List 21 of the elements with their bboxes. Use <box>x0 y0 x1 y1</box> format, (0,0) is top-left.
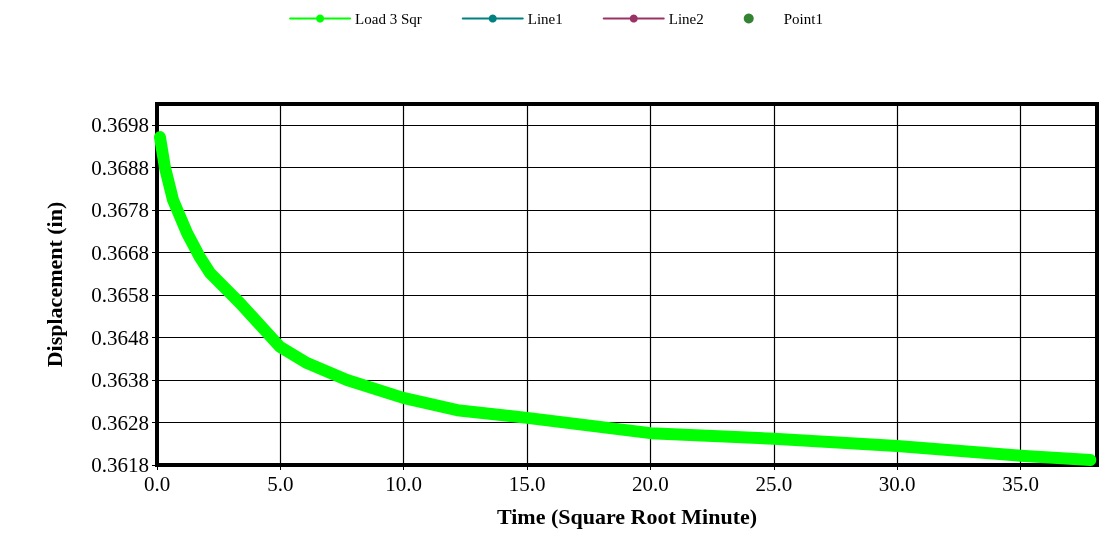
x-tick-label: 20.0 <box>632 471 669 496</box>
x-axis-title: Time (Square Root Minute) <box>496 503 758 529</box>
legend-label: Load 3 Sqr <box>355 10 422 27</box>
y-tick-label: 0.3678 <box>91 198 149 223</box>
x-tick-label: 25.0 <box>755 471 793 496</box>
x-tick-label: 30.0 <box>878 471 916 496</box>
y-axis-title: Displacement (in) <box>41 201 67 368</box>
y-tick-label: 0.3698 <box>91 113 149 138</box>
legend-label: Line2 <box>668 10 704 27</box>
x-tick-label: 5.0 <box>267 471 294 496</box>
x-tick-label: 35.0 <box>1002 471 1039 496</box>
legend-label: Point1 <box>783 10 823 27</box>
x-tick-label: 15.0 <box>508 471 546 496</box>
y-tick-label: 0.3638 <box>91 368 149 393</box>
y-tick-label: 0.3668 <box>91 240 149 265</box>
x-tick-label: 10.0 <box>385 471 423 496</box>
y-tick-label: 0.3658 <box>91 283 149 308</box>
y-tick-label: 0.3688 <box>91 155 149 180</box>
y-tick-label: 0.3628 <box>91 410 149 435</box>
legend-label: Line1 <box>527 10 563 27</box>
y-tick-label: 0.3648 <box>91 325 149 350</box>
